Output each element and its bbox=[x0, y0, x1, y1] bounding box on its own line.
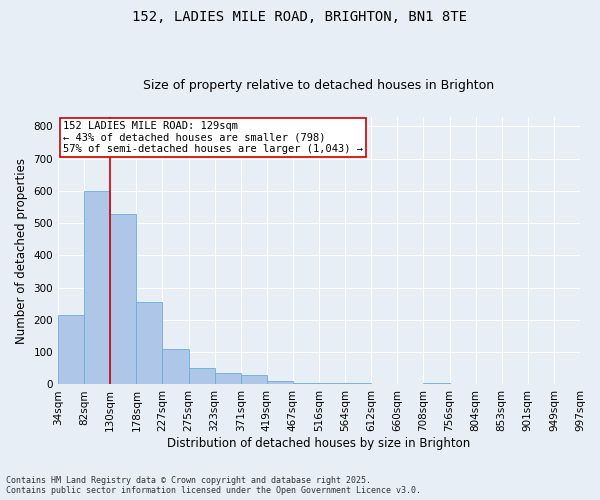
Text: Contains HM Land Registry data © Crown copyright and database right 2025.
Contai: Contains HM Land Registry data © Crown c… bbox=[6, 476, 421, 495]
Bar bbox=[84, 191, 110, 384]
Title: Size of property relative to detached houses in Brighton: Size of property relative to detached ho… bbox=[143, 79, 494, 92]
Text: 152, LADIES MILE ROAD, BRIGHTON, BN1 8TE: 152, LADIES MILE ROAD, BRIGHTON, BN1 8TE bbox=[133, 10, 467, 24]
Text: 152 LADIES MILE ROAD: 129sqm
← 43% of detached houses are smaller (798)
57% of s: 152 LADIES MILE ROAD: 129sqm ← 43% of de… bbox=[63, 121, 363, 154]
Bar bbox=[293, 383, 319, 384]
Bar bbox=[215, 373, 241, 384]
X-axis label: Distribution of detached houses by size in Brighton: Distribution of detached houses by size … bbox=[167, 437, 470, 450]
Bar bbox=[267, 381, 293, 384]
Bar bbox=[424, 383, 449, 384]
Bar bbox=[110, 214, 136, 384]
Bar bbox=[58, 315, 84, 384]
Bar bbox=[136, 302, 163, 384]
Bar bbox=[241, 375, 267, 384]
Bar bbox=[163, 349, 188, 384]
Bar bbox=[319, 383, 345, 384]
Bar bbox=[345, 383, 371, 384]
Bar bbox=[188, 368, 215, 384]
Y-axis label: Number of detached properties: Number of detached properties bbox=[15, 158, 28, 344]
